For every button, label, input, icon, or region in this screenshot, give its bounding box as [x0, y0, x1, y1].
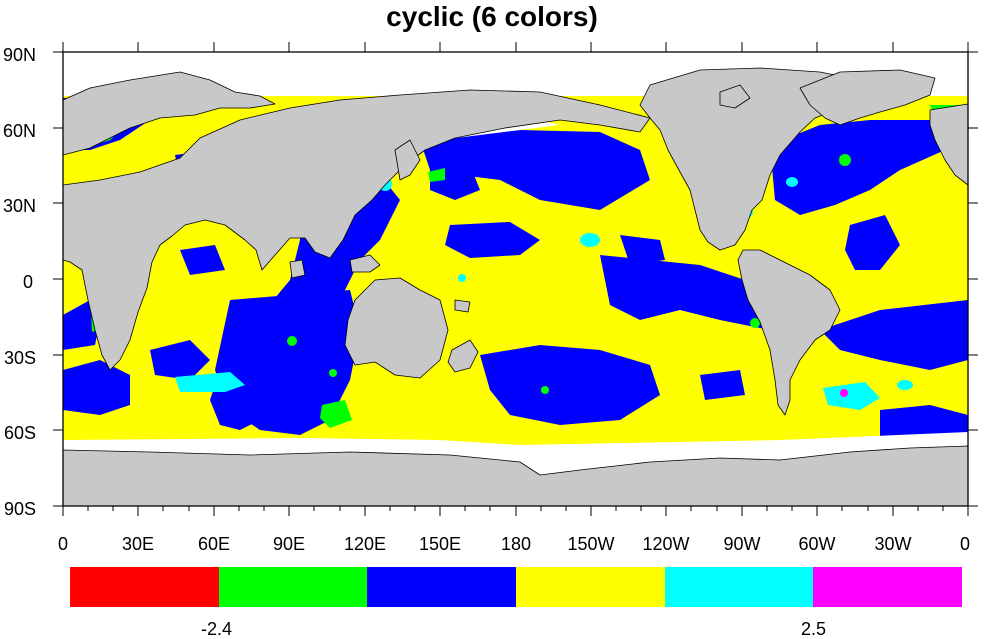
x-tick-label: 90E [273, 534, 305, 554]
y-tick-label: 90N [3, 45, 36, 65]
colorbar-swatch-red [70, 567, 219, 607]
y-tick-marks [53, 51, 978, 507]
magenta-anomaly-spot [840, 389, 848, 397]
x-tick-label: 120E [344, 534, 386, 554]
x-minor-tick-marks [87, 506, 944, 511]
x-tick-label: 0 [58, 534, 68, 554]
y-tick-label: 60N [3, 121, 36, 141]
x-tick-label: 150E [419, 534, 461, 554]
colorbar-swatch-yellow [516, 567, 665, 607]
land-masses [63, 67, 968, 506]
y-tick-label: 30N [3, 196, 36, 216]
x-tick-label: 150W [567, 534, 614, 554]
colorbar-label-low: -2.4 [201, 619, 233, 639]
y-tick-label: 30S [4, 348, 36, 368]
y-tick-label: 90S [4, 499, 36, 519]
colorbar-swatch-blue [367, 567, 517, 607]
x-tick-label: 60W [798, 534, 835, 554]
x-tick-label: 90W [723, 534, 760, 554]
map-title: cyclic (6 colors) [386, 1, 598, 32]
x-tick-label: 30W [874, 534, 911, 554]
y-tick-labels: 90N 60N 30N 0 30S 60S 90S [3, 45, 36, 519]
colorbar-swatch-green [218, 567, 368, 607]
y-tick-label: 0 [23, 272, 33, 292]
y-tick-label: 60S [4, 423, 36, 443]
x-tick-label: 180 [501, 534, 531, 554]
x-tick-label: 120W [642, 534, 689, 554]
x-tick-label: 30E [122, 534, 154, 554]
colorbar [70, 567, 963, 607]
colorbar-swatch-magenta [813, 567, 963, 607]
x-tick-label: 60E [198, 534, 230, 554]
colorbar-swatch-cyan [664, 567, 814, 607]
x-tick-label: 0 [960, 534, 970, 554]
x-tick-labels: 0 30E 60E 90E 120E 150E 180 150W 120W 90… [58, 534, 970, 554]
blue-anomaly-regions [63, 98, 968, 470]
x-tick-marks [62, 42, 969, 516]
world-map: 0 30E 60E 90E 120E 150E 180 150W 120W 90… [3, 42, 978, 554]
colorbar-label-high: 2.5 [801, 619, 827, 639]
